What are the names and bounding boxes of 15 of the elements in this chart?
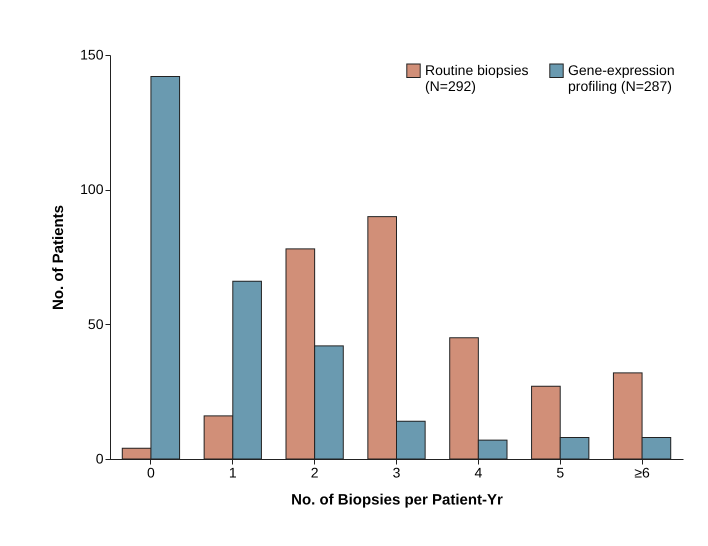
x-tick-label: 5 [556, 464, 564, 480]
x-tick-label: 1 [228, 464, 237, 480]
x-tick-label: 2 [310, 464, 319, 480]
x-tick-label: 3 [392, 464, 401, 480]
y-axis-title: No. of Patients [50, 204, 68, 310]
legend-label: Routine biopsies (N=292) [425, 62, 529, 94]
x-tick-label: 4 [474, 464, 482, 480]
legend-label: Gene-expression profiling (N=287) [568, 62, 675, 94]
y-tick-label: 100 [80, 181, 104, 198]
x-tick-label: 0 [147, 464, 156, 480]
y-tick-label: 150 [80, 46, 104, 62]
y-tick-label: 0 [96, 450, 104, 466]
y-tick-label: 50 [88, 316, 104, 332]
x-tick-label: ≥6 [634, 464, 650, 480]
x-axis-title: No. of Biopsies per Patient-Yr [291, 492, 504, 508]
